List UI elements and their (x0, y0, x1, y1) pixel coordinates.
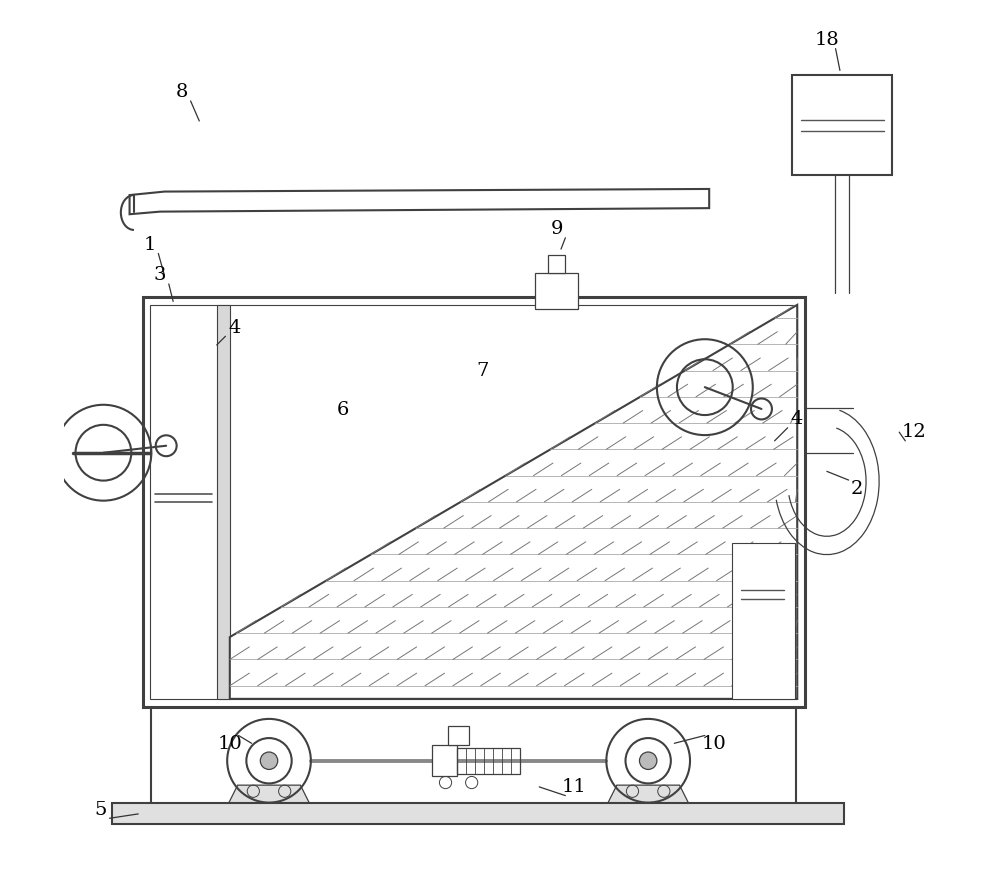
Text: 5: 5 (95, 801, 107, 819)
Text: 2: 2 (851, 480, 864, 498)
Circle shape (639, 752, 657, 769)
Polygon shape (229, 785, 309, 802)
Bar (112, 802, 844, 824)
Circle shape (260, 752, 278, 769)
Text: 7: 7 (476, 362, 489, 380)
Text: 10: 10 (701, 735, 726, 753)
Text: 8: 8 (176, 83, 188, 101)
Text: 4: 4 (228, 319, 240, 337)
Bar (432, 745, 457, 776)
Text: 11: 11 (562, 778, 586, 796)
Text: 9: 9 (550, 220, 563, 238)
Bar (217, 305, 230, 699)
Bar (143, 297, 805, 707)
Bar (792, 75, 892, 175)
Polygon shape (608, 785, 688, 802)
Polygon shape (230, 305, 797, 699)
Text: 10: 10 (217, 735, 242, 753)
Bar (535, 272, 578, 309)
Polygon shape (130, 189, 709, 214)
Text: 1: 1 (143, 236, 156, 254)
Text: 12: 12 (902, 423, 926, 441)
Text: 18: 18 (814, 31, 839, 49)
Text: 3: 3 (154, 266, 166, 285)
Bar (150, 305, 797, 699)
Bar (548, 255, 565, 272)
Text: 4: 4 (790, 410, 803, 428)
Bar (448, 725, 469, 745)
Bar (732, 543, 795, 699)
Text: 6: 6 (337, 402, 349, 419)
Bar (457, 747, 520, 773)
